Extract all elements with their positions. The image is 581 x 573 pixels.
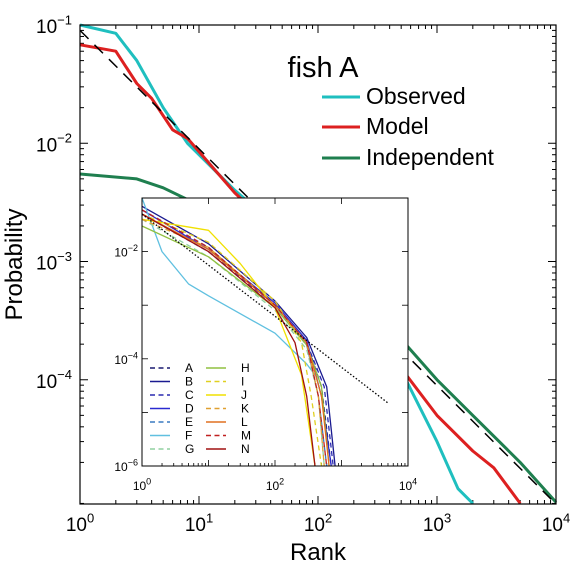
inset-series-line-j [141, 218, 316, 467]
inset-legend-label-e: E [185, 415, 193, 429]
inset-series-line-n [141, 213, 316, 467]
inset-legend-label-d: D [185, 402, 194, 416]
x-tick-label: 102 [304, 510, 332, 536]
legend-label-observed: Observed [366, 83, 466, 109]
inset-series-line-reference [141, 213, 389, 404]
legend-label-model: Model [366, 113, 429, 139]
x-axis-label: Rank [290, 539, 347, 566]
inset-legend-label-i: I [241, 375, 244, 389]
y-tick-label: 10−2 [36, 131, 72, 157]
inset-legend-label-b: B [185, 375, 193, 389]
inset-legend-label-c: C [185, 388, 194, 402]
inset-frame [141, 197, 409, 467]
y-axis-label: Probability [1, 208, 28, 320]
inset-series-line-k [141, 218, 325, 467]
chart-title: fish A [288, 52, 360, 84]
x-tick-label: 100 [66, 510, 94, 536]
inset-legend-label-f: F [185, 429, 192, 443]
inset-background [142, 198, 408, 466]
x-tick-label: 103 [423, 510, 451, 536]
y-tick-label: 10−1 [36, 12, 72, 38]
inset-series-line-i [141, 213, 323, 467]
inset-legend-label-a: A [185, 361, 193, 375]
inset-y-tick-label: 10−4 [114, 350, 138, 366]
inset-legend-label-g: G [185, 442, 194, 456]
y-tick-label: 10−3 [36, 249, 72, 275]
inset-legend-label-l: L [241, 415, 248, 429]
x-tick-label: 104 [542, 510, 570, 536]
inset-series-line-f [141, 197, 316, 376]
inset-x-tick-label: 104 [399, 477, 417, 493]
inset-legend-label-h: H [241, 361, 250, 375]
inset-series-line-m [141, 209, 328, 467]
inset-x-tick-label: 102 [266, 477, 284, 493]
inset-legend-label-n: N [241, 442, 250, 456]
inset-x-tick-label: 100 [133, 477, 151, 493]
inset-legend-label-j: J [241, 388, 247, 402]
legend-label-independent: Independent [366, 144, 495, 170]
inset-legend-label-m: M [241, 429, 251, 443]
inset-y-tick-label: 10−6 [114, 458, 138, 474]
inset-legend-label-k: K [241, 402, 249, 416]
y-tick-label: 10−4 [36, 367, 72, 393]
plot-frame [79, 24, 557, 505]
inset-y-tick-label: 10−2 [114, 243, 138, 259]
x-tick-label: 101 [185, 510, 213, 536]
